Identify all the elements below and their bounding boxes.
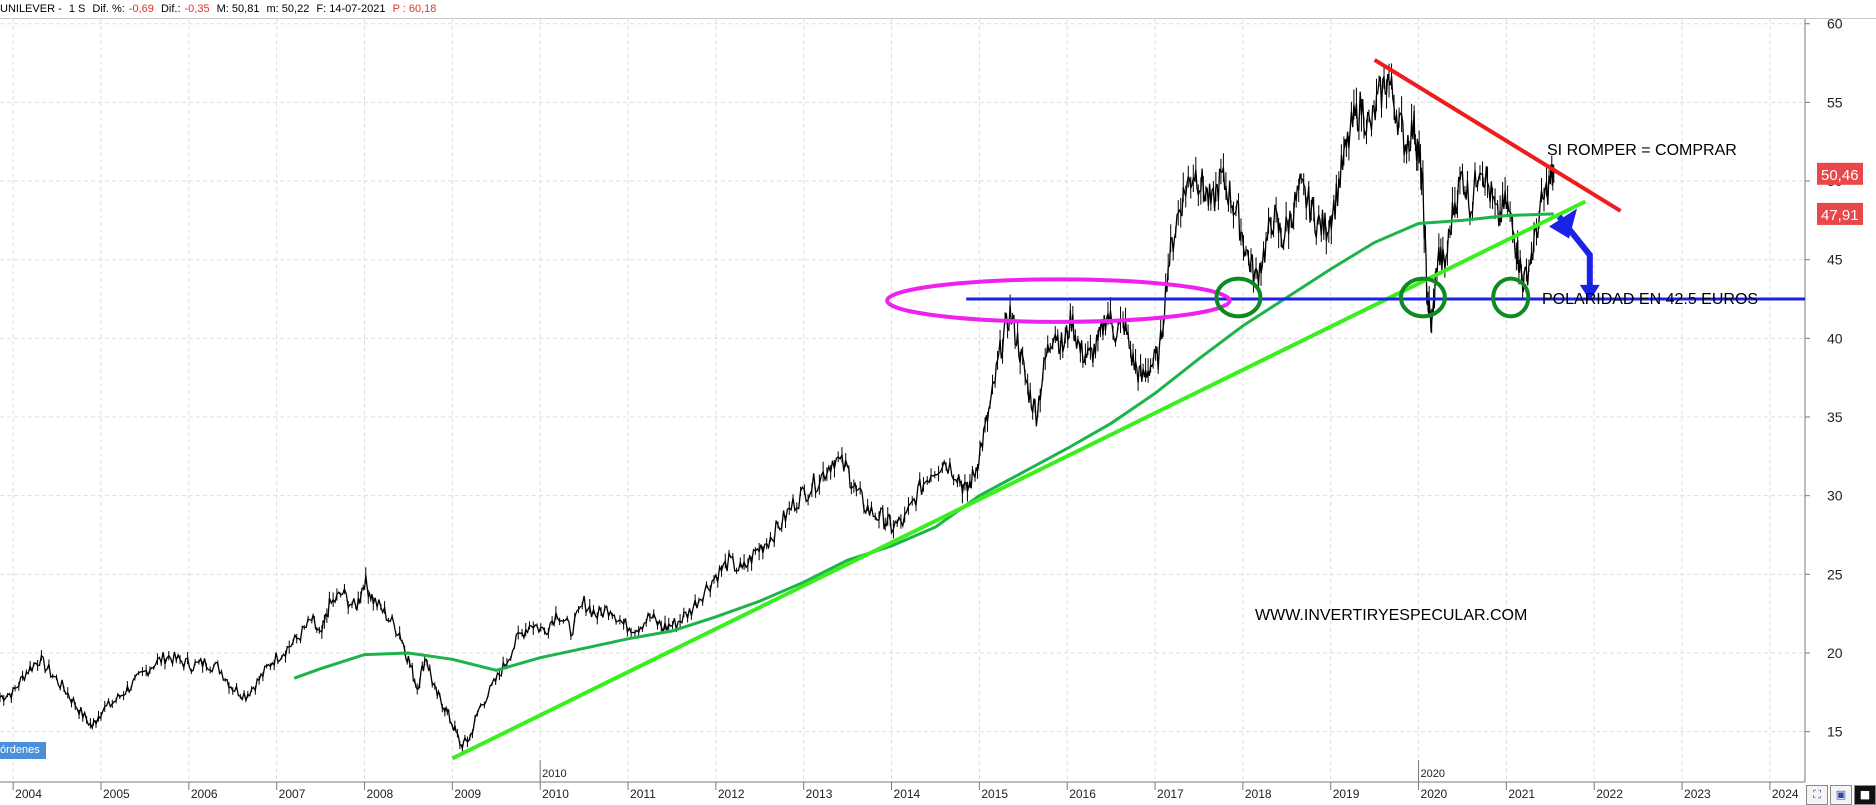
- x-tick-label: 2011: [630, 787, 656, 801]
- x-tick-label: 2017: [1157, 787, 1184, 801]
- symbol: UNILEVER -: [0, 3, 62, 15]
- x-tick-label: 2014: [894, 787, 921, 801]
- price-value: P : 60,18: [392, 3, 437, 15]
- y-tick-label: 40: [1827, 330, 1843, 346]
- annotation-polarity: POLARIDAD EN 42.5 EUROS: [1542, 291, 1758, 308]
- last-price-tag-bg: [1817, 162, 1863, 185]
- x-tick-label: 2005: [103, 787, 130, 801]
- x-tick-label: 2009: [454, 787, 481, 801]
- dif-label: Dif.:: [160, 3, 181, 15]
- x-tick-label: 2021: [1508, 787, 1535, 801]
- x-tick-label: 2008: [367, 787, 394, 801]
- last-price-tag: 50,46: [1821, 167, 1859, 184]
- x-tick-label: 2006: [191, 787, 218, 801]
- y-tick-label: 20: [1827, 645, 1843, 661]
- save-icon[interactable]: ▣: [1830, 785, 1852, 805]
- zoom-icon[interactable]: ⛶: [1806, 785, 1828, 805]
- x-tick-label: 2019: [1333, 787, 1360, 801]
- y-tick-label: 60: [1827, 16, 1843, 32]
- range-ellipse: [885, 277, 1232, 324]
- y-tick-label: 30: [1827, 488, 1843, 504]
- timeframe: 1 S: [68, 3, 86, 15]
- ma-value-tag: 47,91: [1821, 207, 1859, 224]
- ma-value-tag-bg: [1817, 202, 1863, 225]
- price-line: [0, 73, 1555, 751]
- support-circle: [1398, 276, 1447, 319]
- y-tick-label: 45: [1827, 252, 1843, 268]
- price-series: [0, 63, 1555, 753]
- arrow-head-down: [1579, 284, 1600, 301]
- y-tick-label: 25: [1827, 566, 1843, 582]
- y-tick-label: 55: [1827, 94, 1843, 110]
- x-tick-label: 2020: [1421, 787, 1448, 801]
- color-square-icon[interactable]: ■: [1854, 785, 1876, 805]
- watermark-text: WWW.INVERTIRYESPECULAR.COM: [1255, 607, 1527, 624]
- annotation-buy: SI ROMPER = COMPRAR: [1547, 142, 1737, 159]
- decade-marker-label: 2020: [1421, 768, 1445, 780]
- support-circle: [1491, 276, 1531, 319]
- chart-header: UNILEVER - 1 S Dif. %: -0,69 Dif.: -0,35 M…: [0, 0, 1876, 19]
- x-tick-label: 2022: [1596, 787, 1623, 801]
- date-value: F: 14-07-2021: [316, 3, 386, 15]
- x-tick-label: 2023: [1684, 787, 1711, 801]
- decade-marker-label: 2010: [542, 768, 566, 780]
- min-value: m: 50,22: [266, 3, 310, 15]
- resistance-trendline: [1373, 58, 1622, 213]
- x-tick-label: 2018: [1245, 787, 1272, 801]
- orders-tab[interactable]: órdenes: [0, 742, 46, 759]
- x-tick-label: 2007: [279, 787, 306, 801]
- support-trendline: [451, 199, 1587, 761]
- moving-average-line: [293, 212, 1554, 680]
- dif-value: -0,35: [184, 3, 210, 15]
- x-tick-label: 2012: [718, 787, 745, 801]
- x-tick-label: 2004: [15, 787, 42, 801]
- max-value: M: 50,81: [216, 3, 260, 15]
- arrow-head-up: [1549, 208, 1578, 239]
- plot-area: [0, 19, 1805, 782]
- x-tick-label: 2015: [981, 787, 1008, 801]
- x-tick-label: 2016: [1069, 787, 1096, 801]
- x-tick-label: 2010: [542, 787, 569, 801]
- blue-arrows: [1549, 208, 1600, 301]
- support-circle: [1214, 276, 1263, 319]
- dif-pct-value: -0,69: [128, 3, 154, 15]
- y-tick-label: 15: [1827, 724, 1843, 740]
- dif-pct-label: Dif. %:: [92, 3, 125, 15]
- y-tick-label: 35: [1827, 409, 1843, 425]
- x-tick-label: 2013: [806, 787, 833, 801]
- chart-toolbar: ⛶ ▣ ■: [1806, 785, 1876, 805]
- x-tick-label: 2024: [1772, 787, 1799, 801]
